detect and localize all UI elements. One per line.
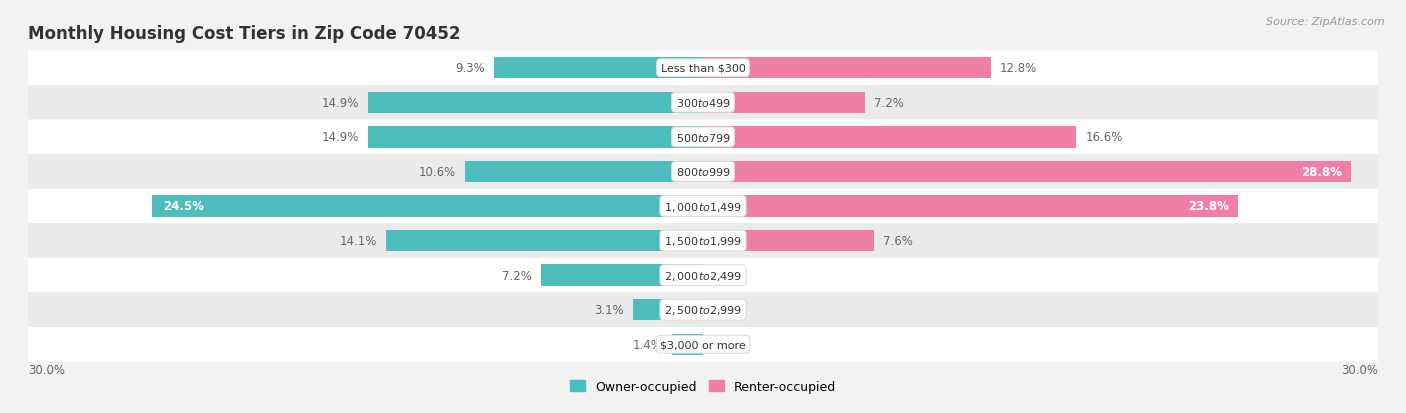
FancyBboxPatch shape bbox=[28, 155, 1378, 189]
Bar bbox=[672, 334, 703, 355]
FancyBboxPatch shape bbox=[28, 327, 1378, 362]
Text: 9.3%: 9.3% bbox=[456, 62, 485, 75]
FancyBboxPatch shape bbox=[28, 224, 1378, 258]
Bar bbox=[703, 230, 875, 252]
Bar bbox=[368, 127, 703, 148]
Text: $500 to $799: $500 to $799 bbox=[675, 131, 731, 143]
Text: 10.6%: 10.6% bbox=[419, 166, 456, 178]
Text: 7.6%: 7.6% bbox=[883, 235, 912, 247]
Text: $1,500 to $1,999: $1,500 to $1,999 bbox=[664, 235, 742, 247]
Legend: Owner-occupied, Renter-occupied: Owner-occupied, Renter-occupied bbox=[565, 375, 841, 398]
Bar bbox=[385, 230, 703, 252]
Text: $800 to $999: $800 to $999 bbox=[675, 166, 731, 178]
Text: 0.0%: 0.0% bbox=[711, 304, 741, 316]
FancyBboxPatch shape bbox=[28, 86, 1378, 120]
Text: 14.1%: 14.1% bbox=[339, 235, 377, 247]
Text: 7.2%: 7.2% bbox=[875, 97, 904, 109]
Text: 30.0%: 30.0% bbox=[28, 363, 65, 376]
Text: $2,000 to $2,499: $2,000 to $2,499 bbox=[664, 269, 742, 282]
Text: 16.6%: 16.6% bbox=[1085, 131, 1123, 144]
Text: Source: ZipAtlas.com: Source: ZipAtlas.com bbox=[1267, 17, 1385, 26]
Bar bbox=[541, 265, 703, 286]
Text: $300 to $499: $300 to $499 bbox=[675, 97, 731, 109]
Bar bbox=[368, 93, 703, 114]
Bar bbox=[703, 58, 991, 79]
Bar bbox=[494, 58, 703, 79]
Text: 14.9%: 14.9% bbox=[322, 131, 359, 144]
Bar bbox=[703, 161, 1351, 183]
Bar bbox=[703, 127, 1077, 148]
FancyBboxPatch shape bbox=[28, 120, 1378, 155]
Text: 0.0%: 0.0% bbox=[711, 269, 741, 282]
Text: 0.0%: 0.0% bbox=[711, 338, 741, 351]
Text: 3.1%: 3.1% bbox=[595, 304, 624, 316]
Bar bbox=[703, 196, 1239, 217]
Text: 28.8%: 28.8% bbox=[1301, 166, 1341, 178]
Text: 14.9%: 14.9% bbox=[322, 97, 359, 109]
Text: 12.8%: 12.8% bbox=[1000, 62, 1038, 75]
FancyBboxPatch shape bbox=[28, 258, 1378, 293]
Text: 24.5%: 24.5% bbox=[163, 200, 204, 213]
Text: 7.2%: 7.2% bbox=[502, 269, 531, 282]
Bar bbox=[464, 161, 703, 183]
Text: $2,500 to $2,999: $2,500 to $2,999 bbox=[664, 304, 742, 316]
Bar bbox=[152, 196, 703, 217]
Bar bbox=[633, 299, 703, 320]
FancyBboxPatch shape bbox=[28, 51, 1378, 86]
FancyBboxPatch shape bbox=[28, 293, 1378, 327]
Text: Monthly Housing Cost Tiers in Zip Code 70452: Monthly Housing Cost Tiers in Zip Code 7… bbox=[28, 24, 461, 43]
Text: 23.8%: 23.8% bbox=[1188, 200, 1229, 213]
Text: Less than $300: Less than $300 bbox=[661, 64, 745, 74]
FancyBboxPatch shape bbox=[28, 189, 1378, 224]
Bar bbox=[703, 93, 865, 114]
Text: $3,000 or more: $3,000 or more bbox=[661, 339, 745, 349]
Text: 30.0%: 30.0% bbox=[1341, 363, 1378, 376]
Text: $1,000 to $1,499: $1,000 to $1,499 bbox=[664, 200, 742, 213]
Text: 1.4%: 1.4% bbox=[633, 338, 662, 351]
